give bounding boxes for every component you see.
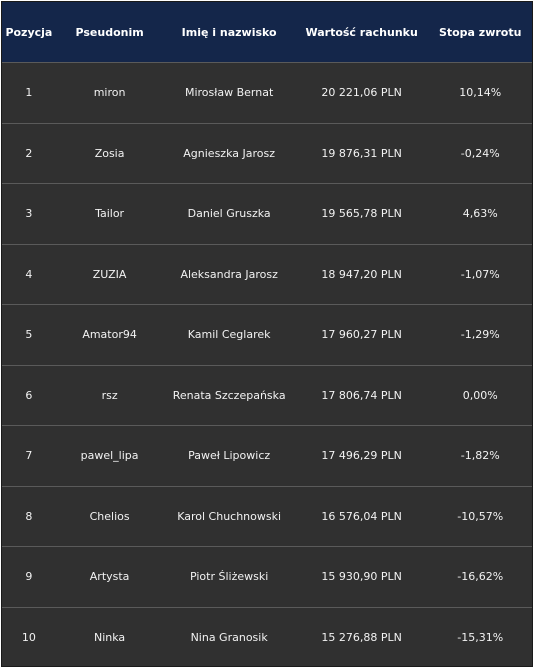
cell-account-value: 19 876,31 PLN (321, 146, 402, 160)
cell-return-rate: 0,00% (462, 388, 498, 402)
cell-full-name: Karol Chuchnowski (177, 509, 282, 523)
cell-nickname: Zosia (94, 146, 125, 160)
cell-account-value: 15 276,88 PLN (321, 630, 402, 644)
table-row: 9 Artysta Piotr Śliżewski 15 930,90 PLN … (2, 546, 532, 607)
cell-return-rate: -1,29% (460, 328, 500, 342)
header-position: Pozycja (5, 25, 53, 39)
cell-nickname: rsz (101, 388, 118, 402)
table-row: 10 Ninka Nina Granosik 15 276,88 PLN -15… (2, 606, 532, 668)
header-nickname: Pseudonim (75, 25, 144, 39)
cell-full-name: Paweł Lipowicz (188, 449, 271, 463)
table-row: 6 rsz Renata Szczepańska 17 806,74 PLN 0… (2, 364, 532, 426)
cell-return-rate: -1,82% (460, 449, 500, 463)
cell-position: 4 (25, 267, 33, 281)
header-return-rate: Stopa zwrotu (438, 25, 522, 39)
cell-nickname: Amator94 (82, 328, 137, 342)
cell-position: 9 (25, 570, 33, 584)
cell-account-value: 19 565,78 PLN (321, 207, 402, 221)
cell-account-value: 17 496,29 PLN (321, 449, 402, 463)
cell-position: 1 (25, 86, 33, 100)
cell-full-name: Renata Szczepańska (172, 388, 286, 402)
cell-nickname: Chelios (89, 509, 130, 523)
cell-account-value: 17 806,74 PLN (321, 388, 402, 402)
cell-return-rate: -16,62% (457, 570, 504, 584)
cell-nickname: ZUZIA (92, 267, 127, 281)
cell-position: 5 (25, 328, 33, 342)
cell-full-name: Aleksandra Jarosz (180, 267, 278, 281)
cell-position: 6 (25, 388, 33, 402)
cell-return-rate: -1,07% (460, 267, 500, 281)
cell-return-rate: 10,14% (459, 86, 502, 100)
table-row: 2 Zosia Agnieszka Jarosz 19 876,31 PLN -… (2, 122, 532, 184)
table-row: 3 Tailor Daniel Gruszka 19 565,78 PLN 4,… (2, 183, 532, 244)
cell-nickname: pawel_lipa (80, 449, 139, 463)
cell-position: 3 (25, 207, 33, 221)
cell-nickname: Artysta (89, 570, 130, 584)
cell-full-name: Kamil Ceglarek (187, 328, 271, 342)
table-row: 5 Amator94 Kamil Ceglarek 17 960,27 PLN … (2, 304, 532, 365)
table-row: 4 ZUZIA Aleksandra Jarosz 18 947,20 PLN … (2, 243, 532, 305)
cell-return-rate: -15,31% (457, 630, 504, 644)
cell-full-name: Daniel Gruszka (187, 207, 271, 221)
cell-account-value: 17 960,27 PLN (321, 328, 402, 342)
cell-account-value: 18 947,20 PLN (321, 267, 402, 281)
cell-position: 7 (25, 449, 33, 463)
cell-return-rate: -0,24% (460, 146, 500, 160)
header-account-value: Wartość rachunku (305, 25, 418, 39)
table-row: 7 pawel_lipa Paweł Lipowicz 17 496,29 PL… (2, 425, 532, 486)
table-row: 8 Chelios Karol Chuchnowski 16 576,04 PL… (2, 485, 532, 547)
cell-full-name: Mirosław Bernat (184, 86, 274, 100)
table-header: Pozycja Pseudonim Imię i nazwisko Wartoś… (2, 2, 532, 62)
cell-position: 8 (25, 509, 33, 523)
cell-full-name: Nina Granosik (190, 630, 268, 644)
cell-nickname: Ninka (94, 630, 126, 644)
cell-full-name: Agnieszka Jarosz (183, 146, 275, 160)
cell-nickname: Tailor (95, 207, 125, 221)
cell-return-rate: -10,57% (457, 509, 504, 523)
cell-full-name: Piotr Śliżewski (189, 570, 269, 584)
cell-position: 2 (25, 146, 33, 160)
cell-return-rate: 4,63% (462, 207, 498, 221)
cell-position: 10 (21, 630, 36, 644)
table-row: 1 miron Mirosław Bernat 20 221,06 PLN 10… (2, 62, 532, 123)
cell-account-value: 20 221,06 PLN (321, 86, 402, 100)
cell-nickname: miron (93, 86, 126, 100)
cell-account-value: 16 576,04 PLN (321, 509, 402, 523)
header-full-name: Imię i nazwisko (181, 25, 277, 39)
cell-account-value: 15 930,90 PLN (321, 570, 402, 584)
